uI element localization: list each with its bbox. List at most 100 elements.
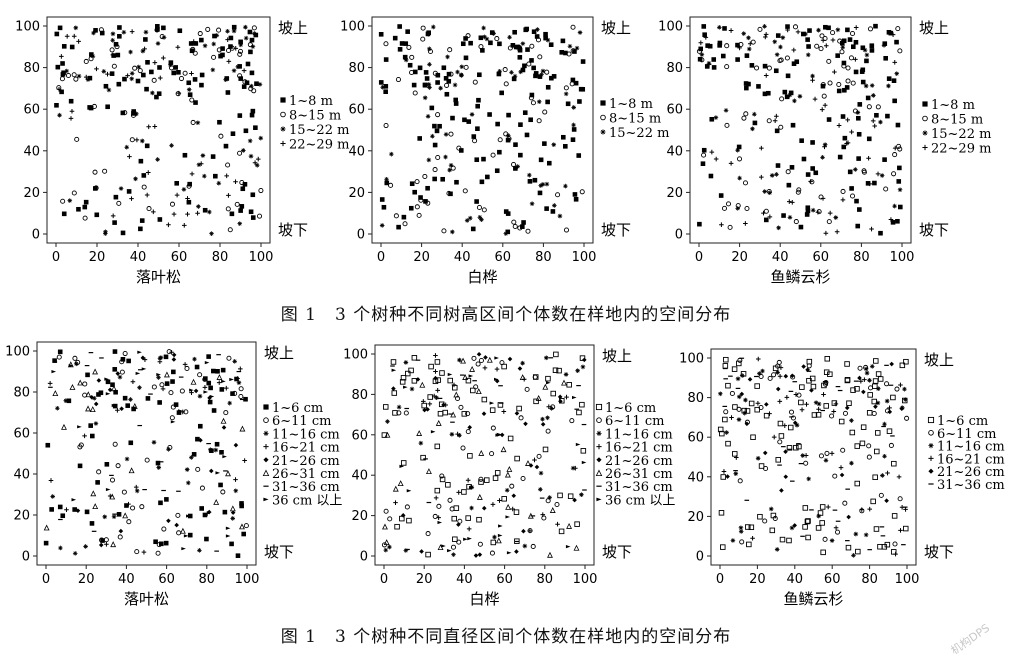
data-point — [581, 460, 587, 465]
caption-diameter-figure: 图 1 3 个树种不同直径区间个体数在样地内的空间分布 — [280, 627, 732, 647]
data-point — [779, 536, 786, 543]
data-point — [120, 230, 126, 236]
data-point — [443, 132, 449, 137]
data-point — [218, 133, 224, 139]
data-point — [538, 157, 544, 163]
data-point — [157, 359, 163, 365]
data-point — [49, 507, 54, 512]
data-point — [233, 477, 238, 482]
data-point — [545, 84, 551, 90]
data-point — [90, 490, 97, 497]
data-point — [789, 200, 795, 205]
data-point — [560, 134, 566, 140]
data-point — [810, 207, 816, 213]
data-point — [416, 430, 423, 436]
data-point — [496, 71, 502, 77]
y-tick-label: 20 — [687, 510, 704, 525]
data-point — [566, 522, 573, 529]
data-point — [187, 532, 193, 538]
data-point — [458, 72, 464, 78]
data-point — [891, 513, 898, 519]
data-point — [766, 188, 772, 195]
data-point — [69, 384, 76, 390]
data-point — [431, 24, 436, 30]
data-point — [472, 138, 478, 144]
data-point — [170, 404, 176, 410]
data-point — [83, 199, 89, 205]
data-point — [115, 407, 120, 413]
data-point — [110, 541, 117, 548]
data-point — [141, 367, 147, 371]
data-point — [802, 524, 808, 530]
data-point — [763, 208, 769, 214]
data-point — [119, 359, 125, 365]
data-point — [515, 164, 521, 169]
data-point — [561, 379, 567, 386]
data-point — [786, 537, 792, 544]
data-point — [545, 498, 551, 504]
data-point — [509, 70, 514, 75]
data-point — [157, 400, 162, 405]
data-point — [476, 97, 481, 103]
data-point — [743, 221, 748, 226]
legend-marker — [922, 101, 928, 107]
data-point — [855, 548, 861, 555]
data-point — [805, 208, 811, 214]
data-point — [520, 224, 525, 229]
data-point — [188, 41, 194, 46]
data-point — [897, 496, 903, 502]
data-point — [866, 410, 873, 416]
data-point — [227, 400, 232, 406]
data-point — [723, 108, 729, 113]
data-point — [821, 93, 827, 99]
data-point — [529, 58, 534, 63]
data-point — [463, 36, 468, 41]
data-point — [183, 534, 189, 538]
data-point — [198, 437, 203, 443]
data-point — [121, 489, 127, 495]
data-point — [860, 79, 866, 85]
data-point — [225, 90, 231, 95]
legend-marker — [262, 469, 270, 476]
data-point — [232, 359, 237, 364]
data-point — [503, 231, 509, 236]
data-point — [849, 186, 854, 191]
data-point — [729, 415, 734, 420]
data-point — [439, 370, 445, 376]
data-point — [896, 143, 902, 149]
data-point — [94, 212, 100, 218]
x-axis-label: 落叶松 — [124, 590, 169, 608]
data-point — [475, 103, 480, 109]
data-point — [810, 166, 815, 171]
data-point — [471, 355, 477, 361]
slope-top-label: 坡上 — [602, 347, 632, 365]
data-point — [238, 386, 244, 392]
data-point — [156, 542, 162, 548]
data-point — [730, 538, 736, 543]
data-point — [527, 172, 532, 178]
data-point — [426, 82, 432, 87]
data-point — [884, 381, 890, 387]
data-point — [779, 488, 784, 493]
data-point — [866, 443, 872, 449]
data-point — [117, 34, 122, 39]
data-point — [545, 99, 550, 105]
legend-entry: 21~26 cm — [937, 465, 1005, 480]
data-point — [805, 205, 811, 211]
data-point — [205, 26, 211, 32]
data-point — [114, 44, 120, 50]
data-point — [74, 136, 80, 142]
data-point — [890, 220, 896, 225]
data-point — [523, 421, 528, 427]
data-point — [434, 359, 441, 365]
data-point — [449, 432, 455, 437]
data-point — [403, 41, 409, 46]
data-point — [110, 382, 115, 388]
data-point — [505, 133, 511, 138]
data-point — [161, 55, 166, 61]
data-point — [117, 534, 123, 540]
data-point — [755, 456, 761, 461]
data-point — [543, 355, 549, 361]
data-point — [823, 43, 829, 49]
data-point — [154, 94, 159, 100]
